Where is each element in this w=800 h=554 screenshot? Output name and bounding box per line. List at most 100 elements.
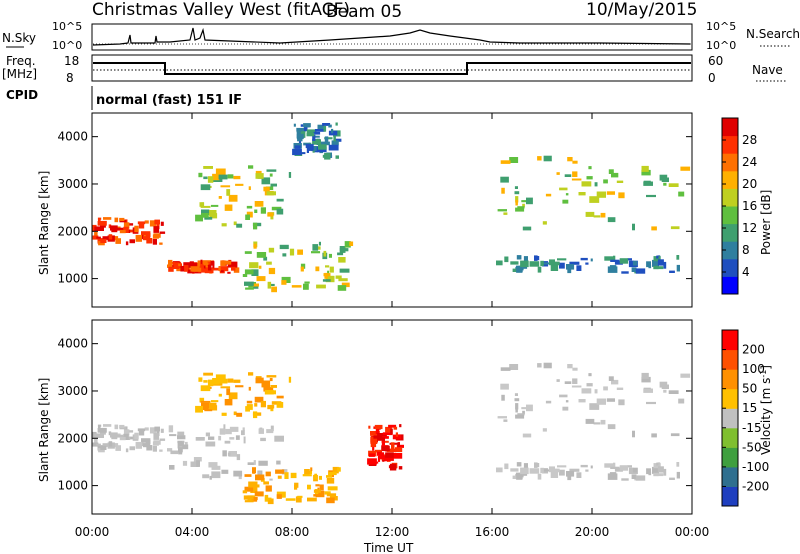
data-cell <box>377 451 381 456</box>
data-cell <box>398 466 403 470</box>
data-cell <box>302 474 312 477</box>
colorbar-segment <box>722 276 738 295</box>
data-cell <box>566 471 575 477</box>
data-cell <box>100 238 107 243</box>
data-band <box>496 462 680 481</box>
data-cell <box>193 457 202 462</box>
freq-label-1: Freq. <box>6 54 36 68</box>
data-cell <box>201 209 210 215</box>
data-cell <box>646 261 651 268</box>
data-cell <box>203 176 208 180</box>
data-cell <box>367 458 377 465</box>
data-cell <box>540 467 544 474</box>
data-cell <box>218 266 221 271</box>
data-cell <box>244 251 252 254</box>
data-cell <box>312 139 321 145</box>
data-cell <box>604 463 614 468</box>
data-cell <box>616 387 624 390</box>
data-cell <box>669 270 675 273</box>
colorbar-tick-label: -50 <box>742 440 762 454</box>
data-cell <box>514 393 518 396</box>
data-cell <box>271 206 282 211</box>
data-cell <box>668 390 679 394</box>
data-cell <box>593 215 601 218</box>
data-cell <box>635 475 646 481</box>
data-cell <box>569 468 580 472</box>
data-cell <box>231 266 236 271</box>
data-cell <box>211 465 221 470</box>
data-cell <box>324 136 329 144</box>
data-cell <box>154 219 160 225</box>
data-cell <box>509 157 519 163</box>
data-cell <box>526 404 533 412</box>
data-cell <box>223 424 226 429</box>
data-cell <box>537 363 542 368</box>
power-colorbar-label: Power [dB] <box>759 190 773 255</box>
x-tick-label: 08:00 <box>275 525 310 539</box>
data-cell <box>594 389 598 394</box>
data-cell <box>373 426 376 429</box>
data-band <box>497 155 691 231</box>
nsky-tick-high: 10^5 <box>52 20 82 33</box>
data-cell <box>256 276 266 282</box>
data-cell <box>248 186 251 190</box>
data-cell <box>168 425 174 433</box>
data-cell <box>313 494 322 497</box>
data-cell <box>557 465 567 468</box>
data-cell <box>201 405 209 410</box>
data-cell <box>244 281 254 286</box>
data-cell <box>549 466 555 473</box>
figure-title: Christmas Valley West (fitACF) <box>92 0 350 20</box>
colorbar-segment <box>722 408 738 429</box>
data-cell <box>326 493 337 497</box>
data-cell <box>198 377 203 382</box>
data-cell <box>585 469 589 472</box>
data-cell <box>227 378 234 383</box>
data-cell <box>266 497 272 500</box>
data-cell <box>97 427 107 433</box>
colorbar-tick-label: 28 <box>742 133 757 147</box>
data-cell <box>254 491 264 497</box>
data-cell <box>517 462 522 467</box>
data-cell <box>144 427 149 431</box>
data-cell <box>221 412 227 416</box>
data-cell <box>504 256 509 263</box>
colorbar-tick-label: -15 <box>742 421 762 435</box>
data-cell <box>370 431 380 435</box>
data-cell <box>392 453 403 459</box>
data-cell <box>245 214 250 220</box>
data-cell <box>202 474 210 479</box>
data-cell <box>333 136 336 142</box>
data-cell <box>276 208 284 215</box>
data-cell <box>235 435 240 440</box>
data-cell <box>205 441 216 447</box>
data-cell <box>392 434 402 440</box>
data-cell <box>676 264 680 272</box>
data-band <box>242 466 341 505</box>
data-cell <box>537 473 542 480</box>
data-cell <box>381 440 385 447</box>
colorbar-segment <box>722 486 738 507</box>
data-cell <box>607 424 616 430</box>
data-cell <box>199 202 205 207</box>
data-cell <box>657 473 664 477</box>
data-cell <box>554 468 560 473</box>
data-cell <box>335 122 338 126</box>
cpid-label: CPID <box>6 88 38 102</box>
data-cell <box>529 468 540 474</box>
data-cell <box>209 402 217 410</box>
data-cell <box>646 468 651 475</box>
data-cell <box>198 172 203 178</box>
data-cell <box>293 123 296 127</box>
data-cell <box>567 267 572 274</box>
data-cell <box>641 165 649 172</box>
data-cell <box>261 177 271 185</box>
data-cell <box>341 282 350 288</box>
colorbar-tick-label: 12 <box>742 221 757 235</box>
data-cell <box>657 259 664 266</box>
data-cell <box>146 238 153 244</box>
data-cell <box>288 172 292 178</box>
data-cell <box>335 275 342 279</box>
data-cell <box>192 267 202 272</box>
data-cell <box>97 220 107 226</box>
